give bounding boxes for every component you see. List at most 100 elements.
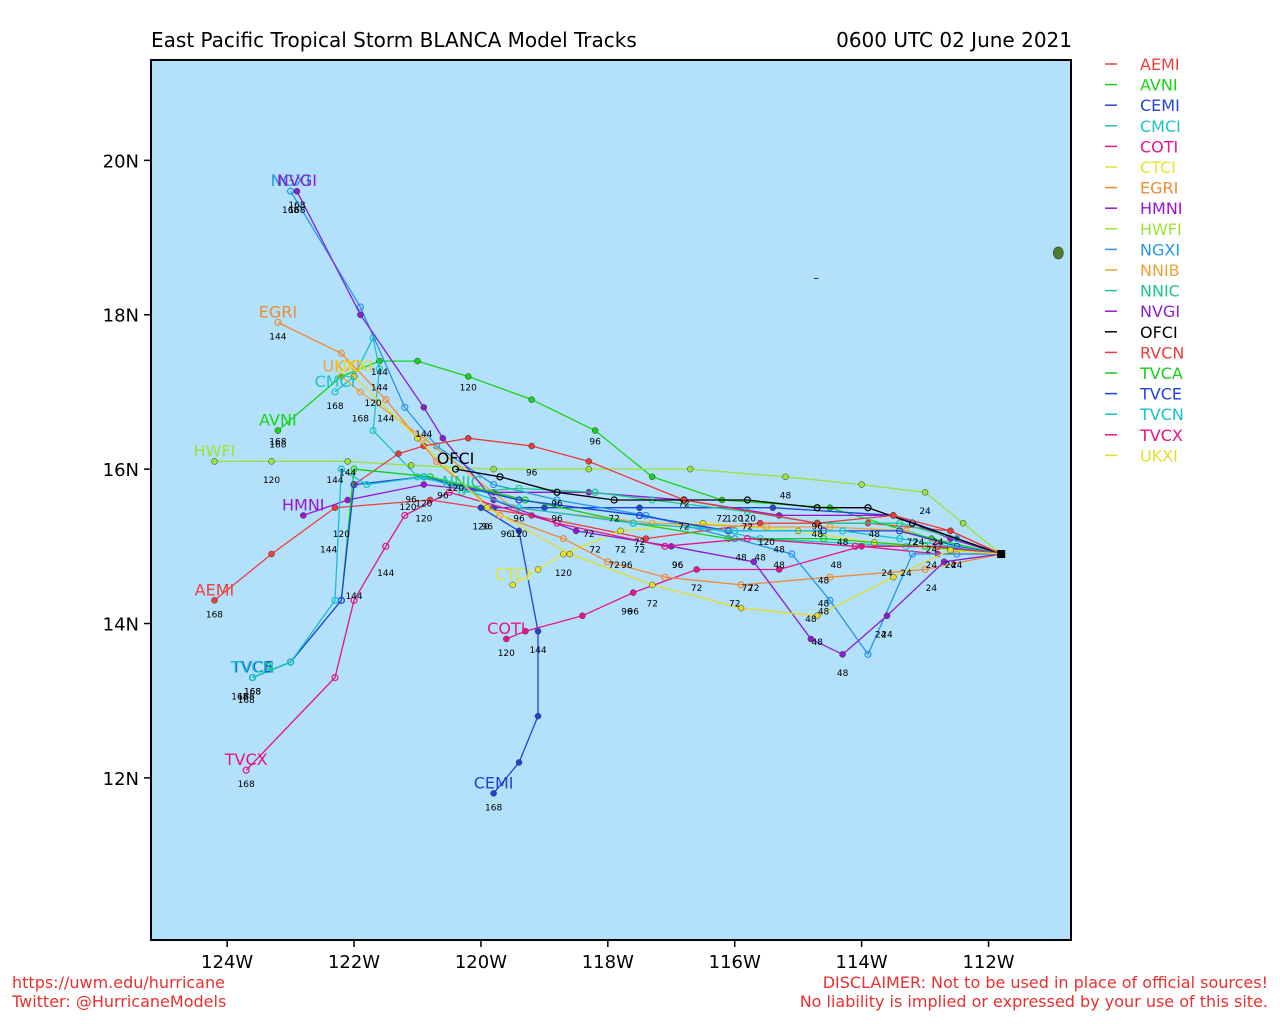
hour-label: 120 — [472, 522, 489, 532]
track-line — [213, 499, 1002, 601]
legend-label: HWFI — [1140, 220, 1182, 239]
track-point — [432, 457, 441, 466]
hour-label: 24 — [926, 584, 938, 594]
track-end-label: CMCI — [315, 372, 356, 391]
track-point — [819, 534, 828, 543]
track-point — [896, 534, 904, 543]
hour-label: 120 — [460, 383, 477, 393]
track-point — [420, 434, 428, 442]
legend-label: CEMI — [1140, 96, 1180, 115]
track-end-label: HMNI — [282, 495, 325, 514]
legend-label: NVGI — [1140, 302, 1180, 321]
tracks-group — [211, 187, 1064, 797]
hour-label: 48 — [837, 669, 849, 679]
hour-label: 96 — [621, 561, 633, 571]
track-point — [591, 488, 599, 496]
track-point — [401, 403, 409, 411]
track-point — [635, 511, 644, 520]
track-point — [414, 434, 421, 442]
track-point — [921, 565, 929, 574]
track-point — [585, 458, 593, 465]
track-line — [334, 335, 1002, 555]
hour-label: 96 — [437, 492, 449, 502]
track-point — [648, 581, 656, 589]
legend-label: NNIB — [1140, 261, 1180, 280]
track-end-label: AVNI — [259, 411, 297, 430]
x-tick-label: 118W — [582, 952, 634, 973]
legend-item-cemi: CEMI — [1105, 96, 1180, 115]
hour-label: 120 — [399, 503, 416, 513]
track-line — [353, 376, 1002, 617]
track-end-label: TVCA — [230, 658, 274, 677]
y-tick-label: 14N — [103, 615, 139, 636]
track-point — [648, 473, 656, 481]
track-point — [661, 542, 669, 550]
legend-item-tvcn: TVCN — [1105, 405, 1184, 424]
track-point — [515, 504, 523, 512]
track-point — [858, 481, 865, 488]
legend-item-coti: COTI — [1105, 137, 1178, 156]
track-point — [268, 458, 275, 465]
track-point — [629, 589, 637, 596]
legend-item-nnic: NNIC — [1105, 282, 1180, 301]
hour-label: 72 — [742, 522, 753, 532]
track-point — [826, 596, 834, 604]
legend-item-nnib: NNIB — [1105, 261, 1180, 280]
hour-label: 120 — [263, 476, 280, 486]
hour-label: 48 — [818, 607, 830, 617]
track-end-label: NGXI — [271, 171, 311, 190]
track-point — [414, 357, 421, 365]
track-point — [826, 523, 834, 531]
track-point — [572, 527, 580, 535]
track-point — [534, 712, 542, 720]
track-hwfi — [211, 458, 1002, 555]
track-point — [890, 512, 897, 519]
track-end-hour: 168 — [238, 780, 255, 790]
track-point — [356, 388, 364, 396]
hour-label: 120 — [739, 515, 756, 525]
hour-label: 144 — [529, 646, 546, 656]
track-point — [541, 504, 548, 511]
track-point — [522, 627, 529, 635]
track-end-label: TVCX — [224, 750, 268, 769]
legend-item-hmni: HMNI — [1105, 199, 1183, 218]
track-point — [775, 566, 783, 573]
hour-label: 96 — [627, 607, 639, 617]
track-point — [534, 627, 542, 635]
footer-left: https://uwm.edu/hurricane Twitter: @Hurr… — [12, 973, 226, 1011]
hour-label: 96 — [589, 438, 601, 448]
legend-item-tvca: TVCA — [1105, 364, 1183, 383]
track-end-label: CTCI — [495, 565, 531, 584]
footer-url-link[interactable]: https://uwm.edu/hurricane — [12, 973, 225, 992]
track-point — [762, 523, 771, 531]
track-line — [245, 491, 1002, 771]
hour-label: 72 — [678, 499, 689, 509]
track-end-hour: 168 — [206, 610, 223, 620]
y-tick-label: 12N — [103, 769, 139, 790]
track-point — [490, 480, 498, 489]
hour-label: 72 — [634, 538, 645, 548]
track-point — [947, 527, 954, 535]
legend-item-tvce: TVCE — [1105, 385, 1182, 404]
legend-label: TVCE — [1139, 385, 1182, 404]
track-point — [490, 465, 497, 473]
track-point — [693, 566, 700, 573]
track-end-hour: 168 — [485, 803, 502, 813]
track-point — [503, 635, 510, 643]
hour-label: 96 — [811, 522, 823, 532]
track-point — [490, 790, 497, 797]
track-point — [337, 349, 345, 357]
track-point — [451, 465, 460, 473]
track-point — [363, 480, 371, 489]
track-point — [585, 465, 593, 473]
track-point — [534, 566, 542, 573]
footer-twitter[interactable]: Twitter: @HurricaneModels — [12, 992, 227, 1011]
hour-label: 168 — [269, 438, 286, 448]
legend-label: NNIC — [1140, 282, 1180, 301]
track-ukxi — [350, 373, 1002, 620]
hour-label: 48 — [831, 561, 843, 571]
hour-label: 24 — [951, 561, 963, 571]
x-tick-label: 114W — [836, 952, 888, 973]
track-point — [293, 187, 301, 195]
